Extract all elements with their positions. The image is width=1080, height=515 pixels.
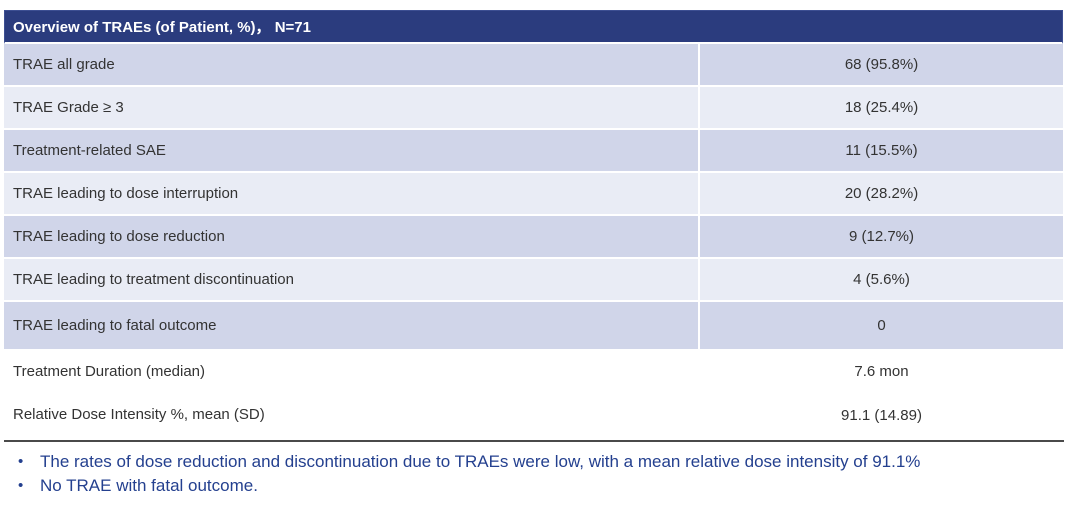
row-value: 20 (28.2%) (844, 185, 919, 202)
row-label: Treatment Duration (median) (13, 363, 206, 380)
row-value: 0 (877, 317, 886, 334)
row-label: TRAE all grade (4, 44, 700, 85)
table-row: Treatment Duration (median) 7.6 mon (4, 351, 1063, 394)
table-row: TRAE leading to dose reduction 9 (12.7%) (4, 216, 1063, 259)
row-label: TRAE leading to dose interruption (4, 173, 700, 214)
row-value: 91.1 (14.89) (841, 407, 922, 424)
trae-overview-table: Overview of TRAEs (of Patient, %)， N=71 … (4, 10, 1063, 437)
table-body-rows: TRAE all grade 68 (95.8%) TRAE Grade ≥ 3 18… (4, 44, 1063, 351)
table-row: TRAE leading to dose interruption 20 (28.… (4, 173, 1063, 216)
row-label: Relative Dose Intensity %, mean (SD) (13, 406, 265, 423)
row-label: TRAE leading to dose reduction (4, 216, 700, 257)
summary-bullets: • The rates of dose reduction and discont… (14, 450, 1070, 498)
row-value: 7.6 mon (854, 363, 909, 380)
table-title: Overview of TRAEs (of Patient, %)， N=71 (4, 10, 1063, 44)
divider-rule (4, 440, 1064, 442)
row-label: TRAE leading to fatal outcome (4, 302, 700, 349)
row-label: Treatment-related SAE (4, 130, 700, 171)
table-footer-rows: Treatment Duration (median) 7.6 mon Relati… (4, 351, 1063, 437)
row-value: 9 (12.7%) (848, 228, 915, 245)
bullet-text: The rates of dose reduction and disconti… (40, 452, 921, 471)
bullet-dot-icon: • (18, 477, 24, 494)
bullet-dot-icon: • (18, 453, 24, 470)
bullet-item: • No TRAE with fatal outcome. (14, 474, 1070, 498)
row-value: 68 (95.8%) (844, 56, 919, 73)
table-row: TRAE leading to treatment discontinuatio… (4, 259, 1063, 302)
bullet-item: • The rates of dose reduction and discont… (14, 450, 1070, 474)
table-row: TRAE Grade ≥ 3 18 (25.4%) (4, 87, 1063, 130)
bullet-text: No TRAE with fatal outcome. (40, 476, 258, 495)
row-label: TRAE leading to treatment discontinuatio… (4, 259, 700, 300)
row-value: 11 (15.5%) (845, 142, 918, 159)
table-row: TRAE all grade 68 (95.8%) (4, 44, 1063, 87)
row-value: 18 (25.4%) (844, 99, 919, 116)
row-label: TRAE Grade ≥ 3 (4, 87, 700, 128)
table-row: Treatment-related SAE 11 (15.5%) (4, 130, 1063, 173)
table-row: Relative Dose Intensity %, mean (SD) 91.1… (4, 394, 1063, 437)
table-row: TRAE leading to fatal outcome 0 (4, 302, 1063, 351)
row-value: 4 (5.6%) (853, 271, 910, 288)
